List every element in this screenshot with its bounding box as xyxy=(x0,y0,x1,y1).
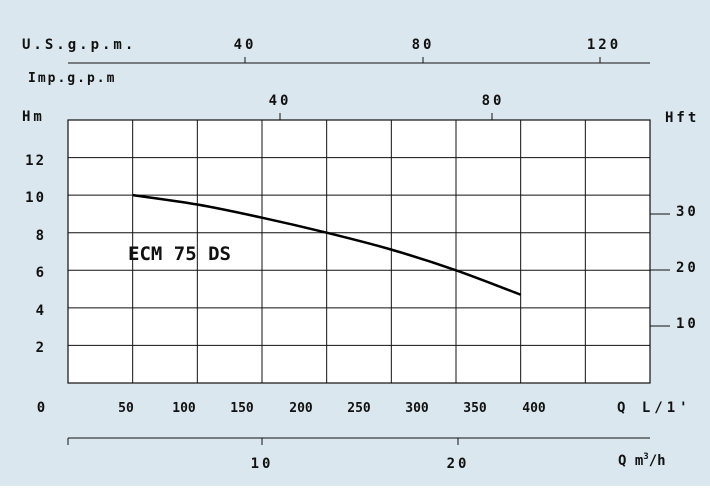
hft-tick-label-10: 10 xyxy=(676,316,699,332)
qlmin-tick-label-200: 200 xyxy=(289,401,313,416)
usgpm-axis-label: U.S.g.p.m. xyxy=(22,37,136,53)
hft-tick-label-30: 30 xyxy=(676,204,699,220)
qlmin-tick-label-100: 100 xyxy=(172,401,196,416)
usgpm-tick-label-40: 40 xyxy=(234,37,257,53)
plot-area xyxy=(67,119,651,384)
qlmin-tick-label-300: 300 xyxy=(405,401,429,416)
hm-tick-label-12: 12 xyxy=(25,153,46,169)
origin-zero-label: 0 xyxy=(37,400,45,416)
qlmin-tick-label-150: 150 xyxy=(230,401,254,416)
series-label: ECM 75 DS xyxy=(128,243,231,265)
usgpm-tick-label-120: 120 xyxy=(587,37,621,53)
qlmin-tick-label-350: 350 xyxy=(463,401,487,416)
impgpm-tick-label-40: 40 xyxy=(269,93,292,109)
hm-tick-label-8: 8 xyxy=(36,228,46,244)
qm3h-tick-label-20: 20 xyxy=(447,456,470,472)
qlmin-axis-label: Q L/1' xyxy=(617,400,692,416)
grid-lines xyxy=(68,120,650,383)
qlmin-tick-label-250: 250 xyxy=(347,401,371,416)
hm-axis-label: Hm xyxy=(22,109,45,125)
qlmin-tick-label-400: 400 xyxy=(522,401,546,416)
pump-curve-line xyxy=(132,193,522,296)
qm3h-tick-label-10: 10 xyxy=(251,456,274,472)
impgpm-tick-label-80: 80 xyxy=(482,93,505,109)
hft-axis-label: Hft xyxy=(665,110,699,126)
usgpm-tick-label-80: 80 xyxy=(412,37,435,53)
hm-tick-label-2: 2 xyxy=(36,340,46,356)
hft-tick-label-20: 20 xyxy=(676,260,699,276)
hm-tick-label-4: 4 xyxy=(36,303,46,319)
qm3h-axis-label: Q m3/h xyxy=(618,452,666,469)
impgpm-axis-label: Imp.g.p.m xyxy=(28,71,116,86)
qlmin-tick-label-50: 50 xyxy=(118,401,134,416)
hm-tick-label-10: 10 xyxy=(25,190,46,206)
hm-tick-label-6: 6 xyxy=(36,265,46,281)
